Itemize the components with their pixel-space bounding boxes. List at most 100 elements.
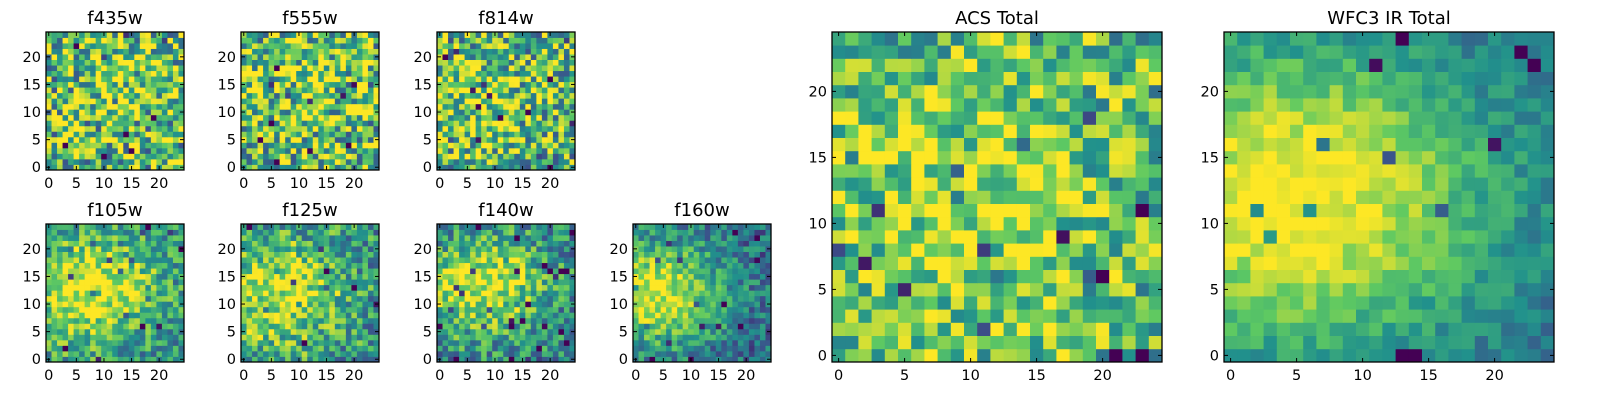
heatmap-cell [486,98,493,105]
heatmap-cell [57,279,63,286]
heatmap-cell [710,240,717,247]
heatmap-cell [73,246,80,252]
heatmap-cell [257,164,264,171]
heatmap-cell [340,125,347,132]
heatmap-cell [1122,335,1136,350]
y-tick-label: 5 [619,325,628,341]
heatmap-cell [351,43,358,49]
heatmap-cell [1056,243,1070,257]
heatmap-cell [340,290,347,297]
heatmap-cell [246,54,253,60]
heatmap-cell [123,262,130,269]
heatmap-cell [161,262,168,269]
heatmap-cell [497,87,504,94]
heatmap-cell [134,312,141,319]
heatmap-cell [117,290,124,297]
heatmap-cell [95,43,102,49]
heatmap-cell [263,65,269,72]
heatmap-cell [139,279,146,286]
heatmap-cell [123,48,130,55]
heatmap-cell [351,345,358,352]
heatmap-cell [924,335,938,350]
heatmap-cell [497,312,504,319]
heatmap-cell [263,32,269,38]
heatmap-cell [563,339,570,346]
heatmap-cell [503,323,510,330]
heatmap-cell [301,43,308,49]
heatmap-cell [373,114,380,121]
panel-title: f555w [282,8,337,29]
heatmap-cell [569,262,576,269]
heatmap-cell [937,177,952,191]
heatmap-cell [950,150,965,165]
heatmap-cell [123,120,130,127]
heatmap-cell [252,268,258,275]
heatmap-cell [263,229,269,236]
heatmap-cell [644,350,650,357]
heatmap-cell [525,48,532,55]
heatmap-cell [285,103,292,110]
heatmap-cell [503,251,510,258]
heatmap-cell [486,224,493,230]
heatmap-cell [356,257,363,264]
heatmap-cell [552,147,559,154]
heatmap-cell [442,356,449,363]
heatmap-cell [263,92,269,99]
heatmap-cell [514,268,521,275]
heatmap-cell [464,92,471,99]
heatmap-cell [442,136,449,143]
heatmap-cell [448,125,454,132]
heatmap-cell [845,216,859,231]
heatmap-cell [367,48,374,55]
heatmap-cell [530,356,537,363]
heatmap-cell [106,125,113,132]
heatmap-cell [1122,309,1136,323]
heatmap-cell [660,246,667,252]
heatmap-cell [106,65,113,72]
heatmap-cell [1109,243,1123,257]
heatmap-cell [486,158,493,165]
heatmap-cell [274,103,281,110]
heatmap-cell [525,323,532,330]
heatmap-cell [519,290,526,297]
heatmap-cell [514,164,521,171]
heatmap-cell [1003,230,1018,244]
heatmap-cell [128,323,135,330]
heatmap-cell [178,306,185,313]
heatmap-cell [323,350,330,357]
heatmap-cell [246,279,253,286]
heatmap-cell [453,262,460,269]
heatmap-cell [470,312,477,319]
heatmap-cell [301,312,308,319]
heatmap-cell [737,350,744,357]
heatmap-cell [464,262,471,269]
heatmap-cell [312,76,319,83]
heatmap-cell [858,335,872,350]
heatmap-cell [459,37,465,44]
heatmap-cell [79,32,86,38]
heatmap-cell [638,295,645,302]
heatmap-cell [312,131,319,138]
heatmap-cell [508,147,515,154]
heatmap-cell [525,103,532,110]
heatmap-cell [145,59,152,66]
heatmap-cell [101,328,108,335]
heatmap-cell [503,339,510,346]
heatmap-cell [481,284,488,291]
heatmap-cell [257,301,264,308]
heatmap-cell [290,131,297,138]
heatmap-cell [57,65,63,72]
heatmap-cell [530,240,537,247]
heatmap-cell [558,114,565,121]
heatmap-cell [442,43,449,49]
heatmap-cell [340,312,347,319]
heatmap-cell [106,356,113,363]
heatmap-cell [677,268,684,275]
heatmap-cell [481,103,488,110]
heatmap-cell [128,290,135,297]
heatmap-cell [547,114,554,121]
heatmap-cell [68,109,74,116]
heatmap-cell [367,301,374,308]
heatmap-cell [497,147,504,154]
heatmap-cell [693,356,700,363]
